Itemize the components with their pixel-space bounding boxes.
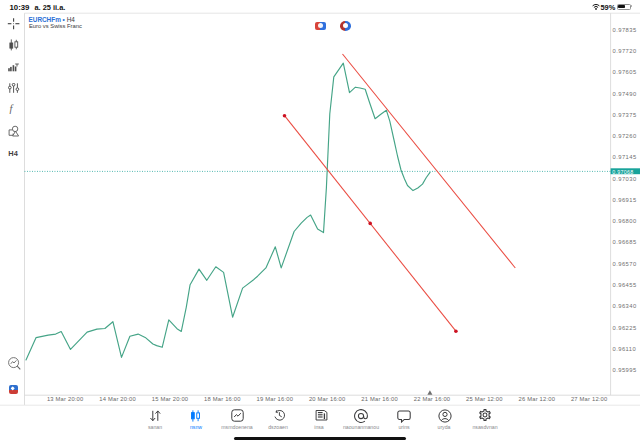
svg-text:0.97068: 0.97068 (612, 169, 633, 175)
